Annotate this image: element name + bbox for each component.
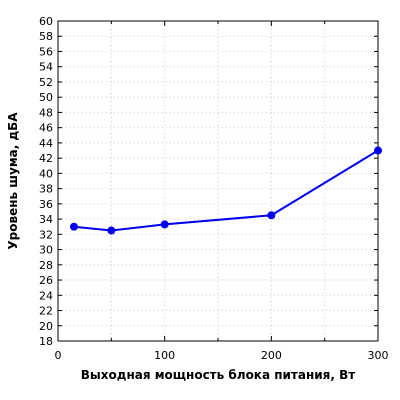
tick-labels: 18 20 22 24 26 28 30 32 34 36 38 40 42 44 46 48 50 52 54 56… (39, 15, 389, 362)
y-tick-label: 34 (39, 213, 53, 226)
data-point (374, 146, 382, 155)
y-tick-label: 28 (39, 259, 53, 272)
data-point (160, 220, 169, 229)
y-tick-label: 60 (39, 15, 53, 28)
y-tick-label: 42 (39, 152, 53, 165)
x-tick-label: 0 (55, 349, 62, 362)
data-point (267, 211, 276, 220)
y-tick-label: 30 (39, 244, 53, 257)
y-tick-label: 46 (39, 122, 53, 135)
y-tick-label: 32 (39, 228, 53, 241)
x-axis-title: Выходная мощность блока питания, Вт (81, 368, 356, 382)
x-tick-label: 100 (154, 349, 175, 362)
y-tick-label: 38 (39, 183, 53, 196)
y-tick-label: 48 (39, 106, 53, 119)
y-tick-label: 44 (39, 137, 53, 150)
y-tick-label: 58 (39, 30, 53, 43)
y-tick-label: 22 (39, 305, 53, 318)
data-point (70, 222, 78, 231)
y-tick-label: 18 (39, 335, 53, 348)
y-tick-label: 54 (39, 61, 53, 74)
y-tick-label: 50 (39, 91, 53, 104)
y-tick-label: 24 (39, 289, 53, 302)
series-layer (70, 146, 382, 235)
series-line (73, 149, 379, 232)
y-tick-label: 56 (39, 45, 53, 58)
y-tick-label: 26 (39, 274, 53, 287)
grid (58, 21, 378, 341)
y-axis-title: Уровень шума, дБА (6, 112, 20, 250)
data-point (107, 226, 116, 235)
x-tick-label: 200 (261, 349, 282, 362)
y-tick-label: 36 (39, 198, 53, 211)
y-tick-label: 40 (39, 167, 53, 180)
axis-ticks (57, 20, 379, 342)
y-tick-label: 20 (39, 320, 53, 333)
x-tick-label: 300 (368, 349, 389, 362)
y-tick-label: 52 (39, 76, 53, 89)
